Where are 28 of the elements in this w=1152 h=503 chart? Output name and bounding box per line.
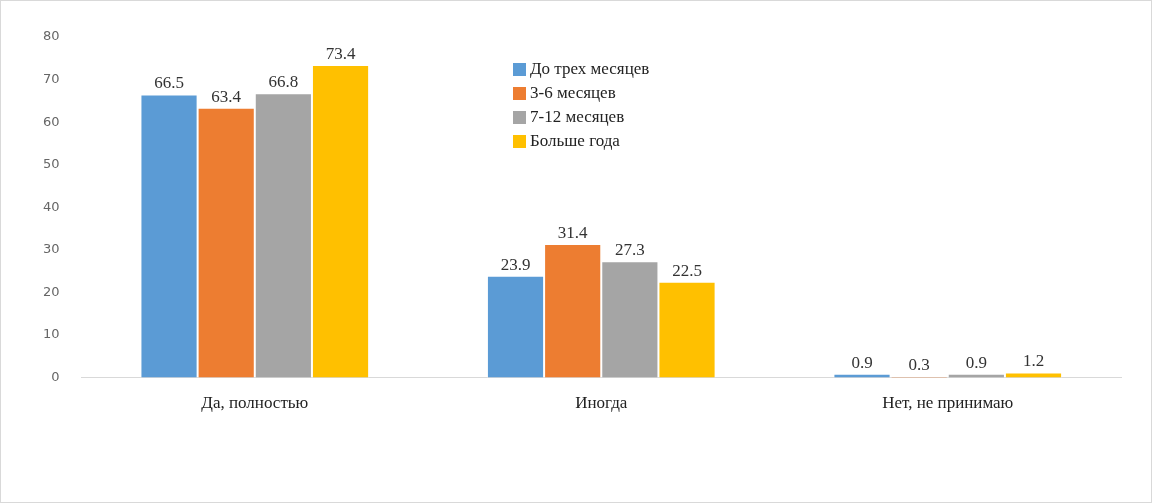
data-label: 0.9 xyxy=(965,352,987,372)
y-tick-label: 80 xyxy=(43,28,60,44)
data-label: 23.9 xyxy=(500,254,531,274)
data-label: 73.4 xyxy=(325,44,356,64)
y-tick-label: 50 xyxy=(43,156,60,172)
data-label: 27.3 xyxy=(614,240,645,260)
y-tick-label: 70 xyxy=(43,70,60,86)
data-label: 22.5 xyxy=(672,260,702,280)
y-tick-label: 10 xyxy=(43,326,60,342)
y-tick-label: 30 xyxy=(43,241,60,257)
legend-label: 7-12 месяцев xyxy=(530,107,625,127)
data-label: 0.3 xyxy=(908,355,930,375)
legend-label: До трех месяцев xyxy=(530,59,650,79)
y-tick-label: 20 xyxy=(43,283,60,299)
x-tick-label: Иногда xyxy=(575,393,628,413)
y-tick-label: 40 xyxy=(43,198,60,214)
data-label: 31.4 xyxy=(557,222,589,242)
data-label: 63.4 xyxy=(211,86,242,106)
data-label: 0.9 xyxy=(851,352,873,372)
data-label: 66.5 xyxy=(154,73,184,93)
legend-label: Больше года xyxy=(530,131,620,151)
data-label: 66.8 xyxy=(268,72,299,92)
y-tick-label: 0 xyxy=(51,368,60,384)
y-tick-label: 60 xyxy=(43,113,60,129)
x-tick-label: Да, полностью xyxy=(201,393,309,413)
legend-label: 3-6 месяцев xyxy=(530,83,616,103)
data-label: 1.2 xyxy=(1022,351,1045,371)
x-tick-label: Нет, не принимаю xyxy=(882,393,1014,413)
